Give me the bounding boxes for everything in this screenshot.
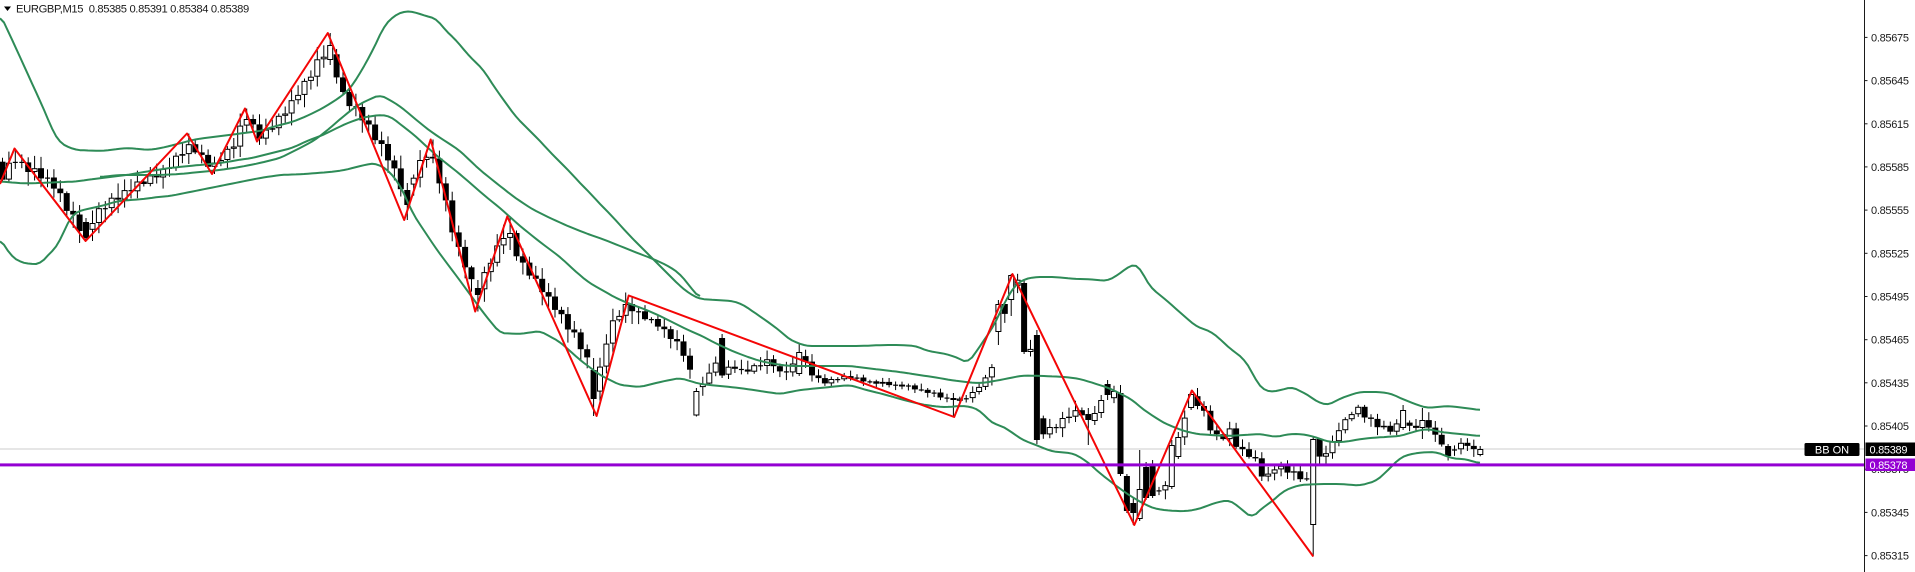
svg-text:0.85495: 0.85495 — [1871, 292, 1909, 304]
svg-text:0.85405: 0.85405 — [1871, 421, 1909, 433]
svg-text:0.85525: 0.85525 — [1871, 248, 1909, 260]
svg-text:BB ON: BB ON — [1815, 445, 1849, 457]
svg-text:0.85585: 0.85585 — [1871, 162, 1909, 174]
svg-text:0.85389: 0.85389 — [1870, 445, 1908, 457]
svg-text:0.85435: 0.85435 — [1871, 378, 1909, 390]
svg-text:0.85315: 0.85315 — [1871, 551, 1909, 563]
svg-text:0.85345: 0.85345 — [1871, 507, 1909, 519]
svg-text:0.85378: 0.85378 — [1870, 460, 1908, 472]
svg-text:0.85615: 0.85615 — [1871, 119, 1909, 131]
svg-text:EURGBP,M15 0.85385 0.85391 0.: EURGBP,M15 0.85385 0.85391 0.85384 0.853… — [16, 4, 249, 16]
svg-text:0.85645: 0.85645 — [1871, 76, 1909, 88]
svg-text:0.85555: 0.85555 — [1871, 205, 1909, 217]
svg-text:0.85465: 0.85465 — [1871, 335, 1909, 347]
svg-text:0.85675: 0.85675 — [1871, 32, 1909, 44]
